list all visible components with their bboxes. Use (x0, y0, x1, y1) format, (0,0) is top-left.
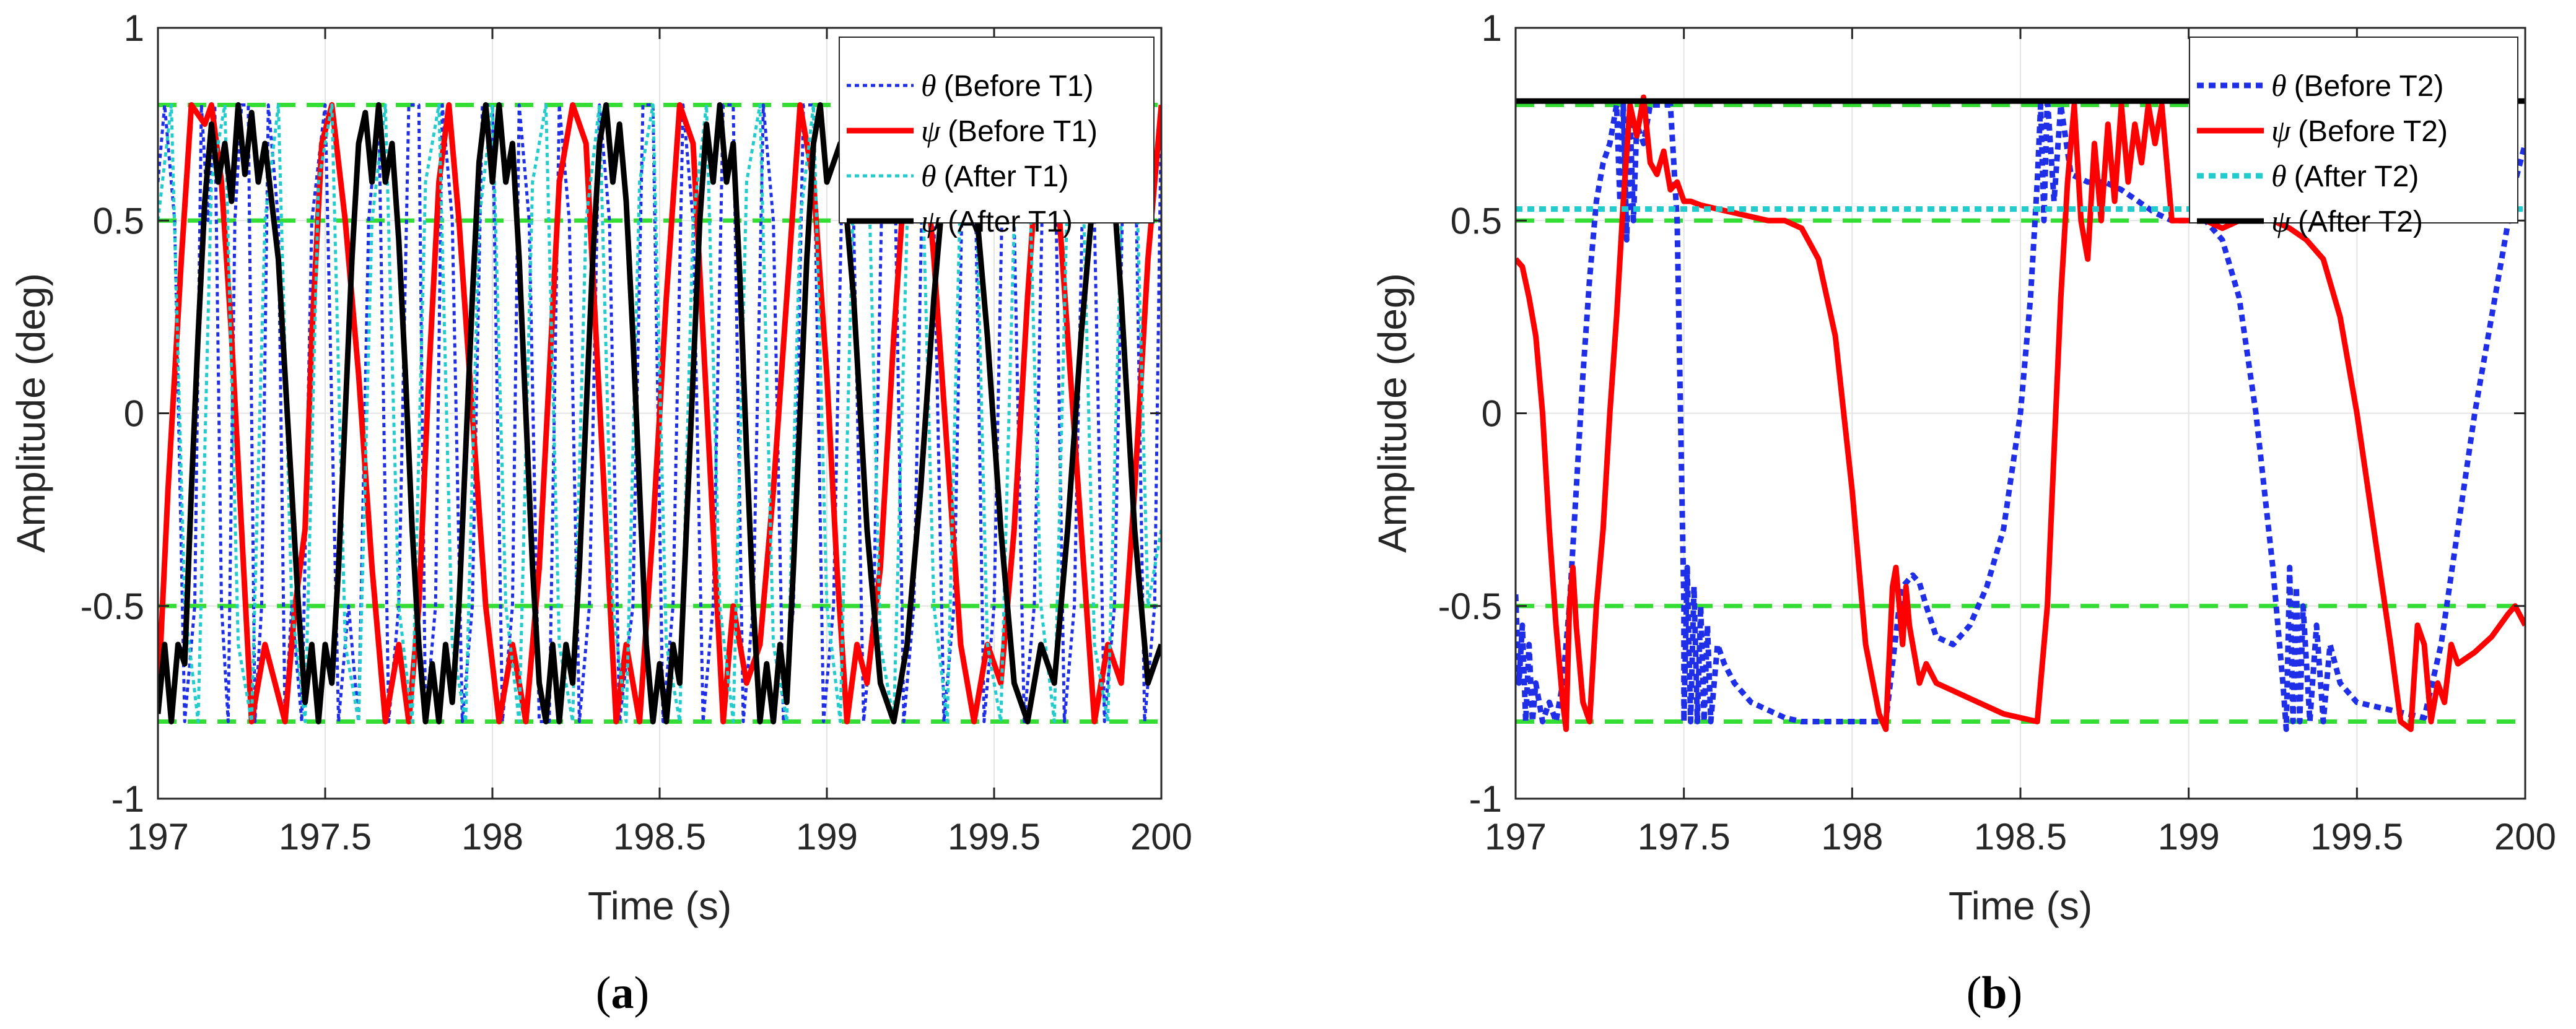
legend-a: θ (Before T1)ψ (Before T1)θ (After T1)ψ (Aft… (839, 37, 1155, 238)
y-tick-label: 0 (1482, 393, 1502, 435)
caption-close-a: ) (634, 968, 650, 1018)
caption-open-b: ( (1967, 968, 1982, 1018)
legend-entry: θ (Before T1) (921, 68, 1093, 103)
axes-ticks-b: 197 197.5 198 198.5 199 199.5 200 -1 -0.5 0 0.5 1 (1438, 7, 2556, 858)
y-tick-label: -1 (111, 778, 144, 820)
x-tick-label: 197 (127, 816, 189, 858)
legend-label: (Before T1) (948, 115, 1098, 148)
x-tick-label: 199 (2158, 816, 2220, 858)
legend-entry: ψ (Before T1) (921, 113, 1098, 148)
legend-symbol: ψ (921, 204, 941, 238)
series-line-1 (1516, 94, 2525, 732)
legend-items-b: θ (Before T2)ψ (Before T2)θ (After T2)ψ (Aft… (2197, 68, 2448, 238)
caption-b: (b) (1967, 968, 2022, 1018)
legend-symbol: θ (2271, 68, 2287, 103)
x-tick-label: 198 (1821, 816, 1883, 858)
legend-entry: ψ (Before T2) (2271, 113, 2448, 148)
axes-ticks-a: 197 197.5 198 198.5 199 199.5 200 -1 -0.5 0 0.5 1 (81, 7, 1192, 858)
legend-label: (Before T1) (944, 70, 1094, 103)
legend-label: (After T1) (944, 160, 1069, 193)
x-tick-label: 197 (1485, 816, 1547, 858)
legend-symbol: ψ (2271, 204, 2291, 238)
legend-symbol: θ (921, 158, 937, 193)
caption-letter-b: b (1981, 968, 2007, 1018)
legend-symbol: ψ (2271, 113, 2291, 148)
series-line-3 (158, 102, 1161, 724)
legend-entry: θ (After T2) (2271, 158, 2419, 193)
legend-label: (After T1) (948, 206, 1073, 238)
legend-entry: θ (Before T2) (2271, 68, 2443, 103)
caption-close-b: ) (2007, 968, 2023, 1018)
legend-label: (After T2) (2294, 160, 2419, 193)
y-tick-label: -0.5 (1438, 586, 1502, 627)
legend-symbol: θ (2271, 158, 2287, 193)
legend-symbol: θ (921, 68, 937, 103)
x-axis-label-b: Time (s) (1949, 884, 2092, 928)
y-tick-label: 0.5 (1451, 200, 1502, 241)
legend-b: θ (Before T2)ψ (Before T2)θ (After T2)ψ (Aft… (2189, 37, 2518, 238)
legend-entry: ψ (After T2) (2271, 204, 2423, 238)
legend-label: (After T2) (2298, 206, 2423, 238)
x-tick-label: 199 (796, 816, 858, 858)
y-tick-label: 1 (124, 7, 144, 49)
legend-entry: θ (After T1) (921, 158, 1068, 193)
series-line-2 (158, 103, 1161, 723)
chart-panel-a: 197 197.5 198 198.5 199 199.5 200 -1 -0.5 0 0.5 1 T… (9, 7, 1192, 1018)
legend-label: (Before T2) (2294, 70, 2444, 103)
x-tick-label: 199.5 (948, 816, 1041, 858)
legend-items-a: θ (Before T1)ψ (Before T1)θ (After T1)ψ (Aft… (847, 68, 1098, 238)
x-tick-label: 198.5 (613, 816, 706, 858)
x-tick-label: 200 (2494, 816, 2556, 858)
caption-letter-a: a (611, 968, 634, 1018)
x-tick-label: 200 (1130, 816, 1192, 858)
x-tick-label: 197.5 (1638, 816, 1731, 858)
legend-symbol: ψ (921, 113, 941, 148)
series-a (158, 102, 1161, 724)
legend-entry: ψ (After T1) (921, 204, 1073, 238)
x-tick-label: 198 (461, 816, 523, 858)
y-axis-label-b: Amplitude (deg) (1370, 273, 1415, 553)
x-tick-label: 198.5 (1974, 816, 2067, 858)
x-tick-label: 199.5 (2310, 816, 2403, 858)
series-line-1 (158, 102, 1161, 724)
x-tick-label: 197.5 (279, 816, 372, 858)
y-tick-label: -0.5 (81, 586, 144, 627)
y-tick-label: 0 (124, 393, 144, 435)
chart-panel-b: 197 197.5 198 198.5 199 199.5 200 -1 -0.5 0 0.5 1 T… (1370, 7, 2556, 1018)
caption-open-a: ( (596, 968, 611, 1018)
x-axis-label-a: Time (s) (588, 884, 731, 928)
y-tick-label: 1 (1482, 7, 1502, 49)
y-tick-label: -1 (1469, 778, 1502, 820)
y-tick-label: 0.5 (93, 200, 144, 241)
y-axis-label-a: Amplitude (deg) (9, 273, 53, 553)
caption-a: (a) (596, 968, 649, 1018)
legend-label: (Before T2) (2298, 115, 2448, 148)
